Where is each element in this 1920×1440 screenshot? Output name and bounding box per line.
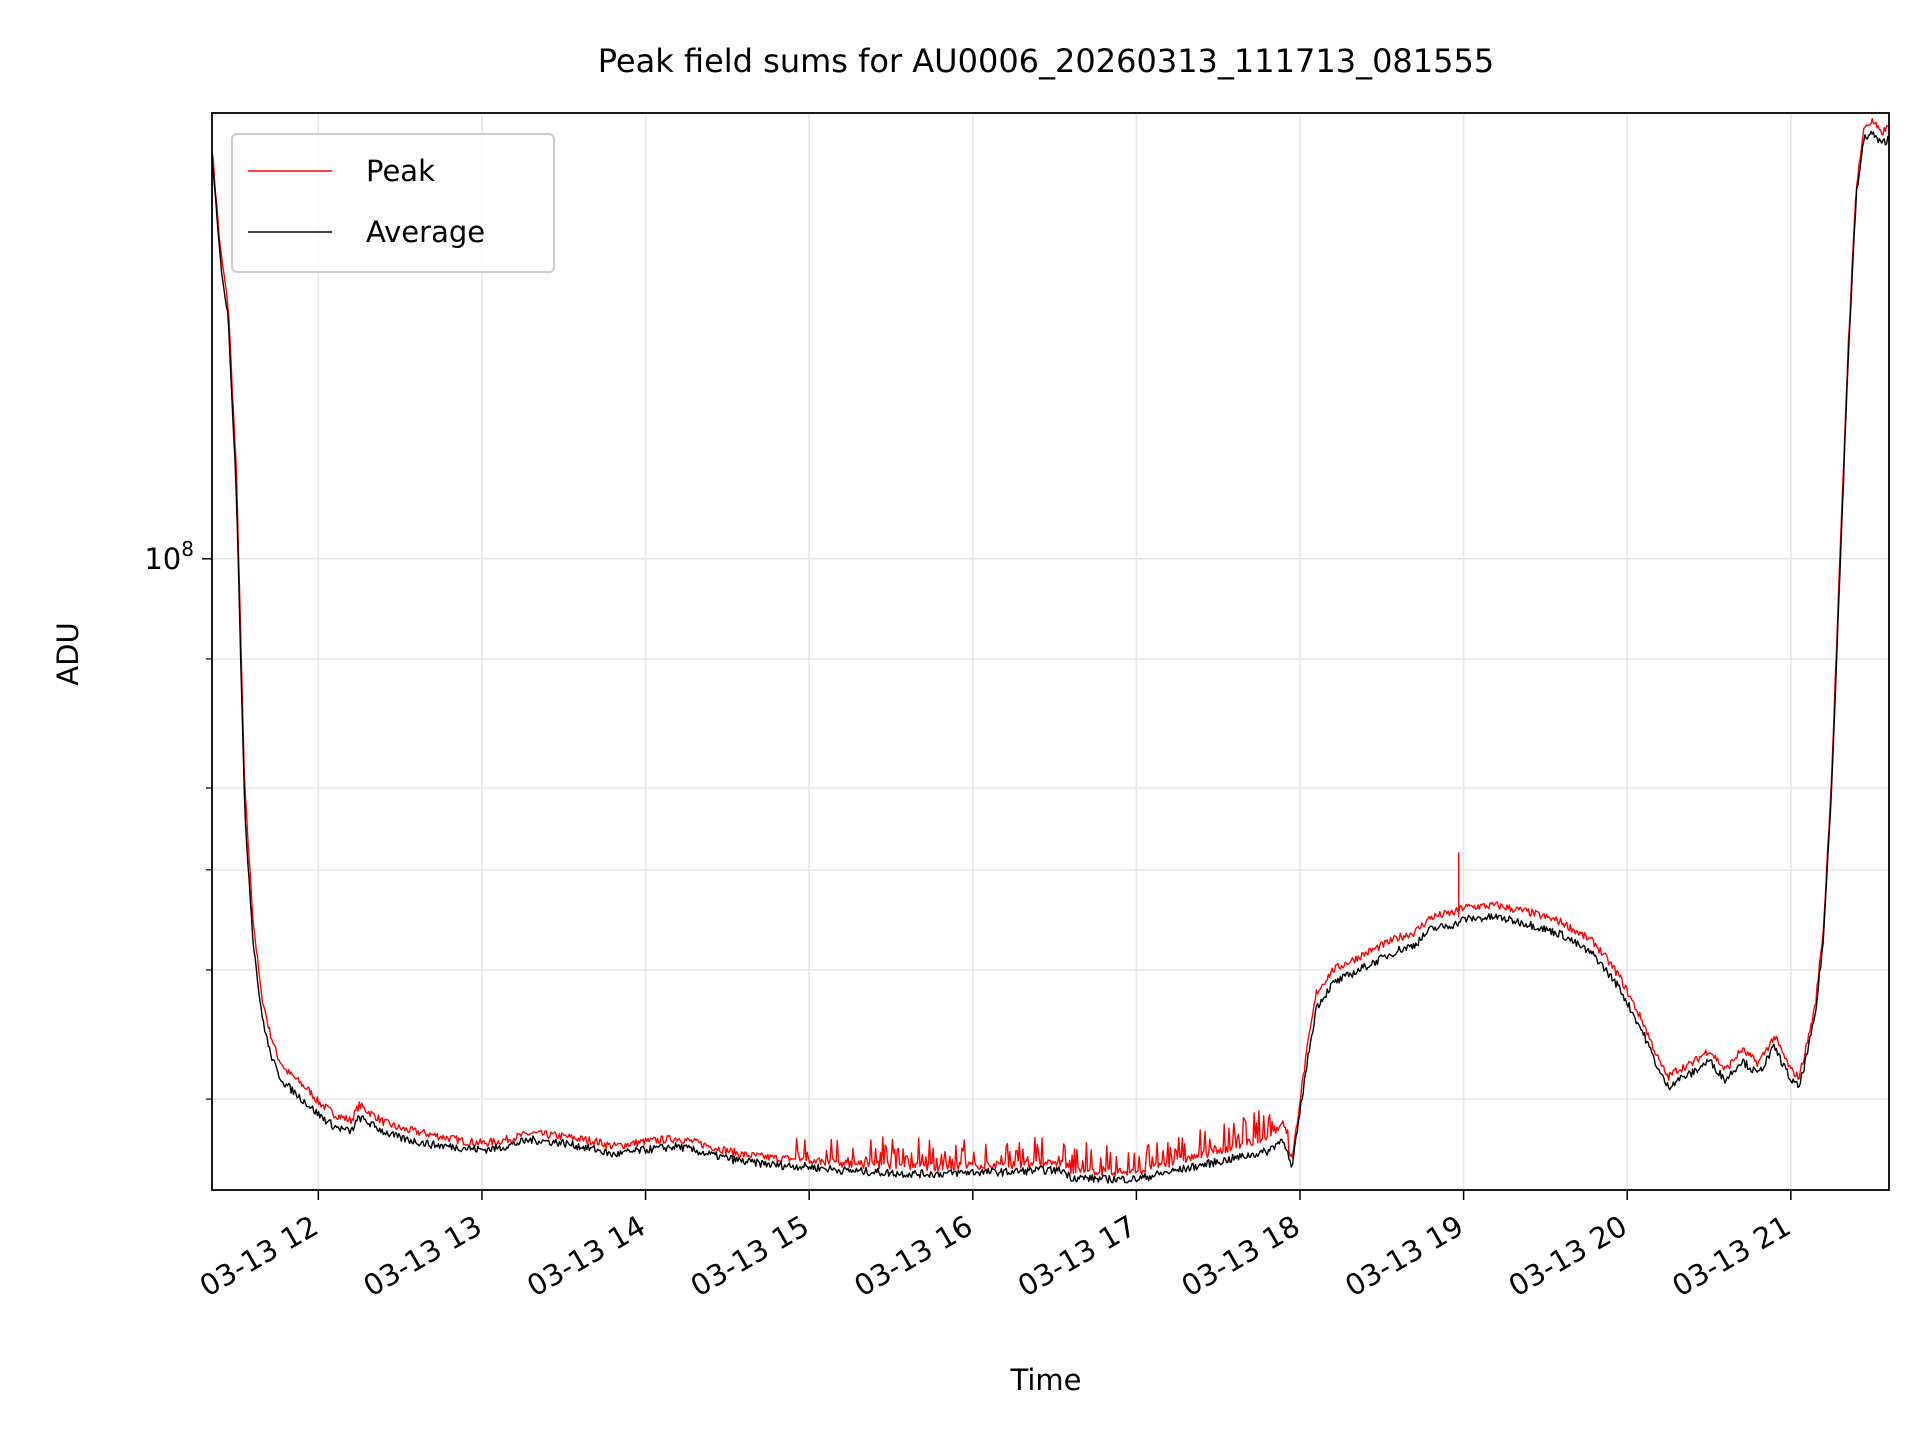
series-line-average xyxy=(212,130,1889,1184)
y-axis-label: ADU xyxy=(51,622,85,685)
legend-label-average: Average xyxy=(366,215,485,249)
y-tick-label: 108 xyxy=(144,537,194,576)
legend-label-peak: Peak xyxy=(366,154,435,188)
series-line-peak xyxy=(212,118,1889,1177)
grid xyxy=(212,113,1889,1190)
legend-box xyxy=(231,133,555,273)
legend: Peak Average xyxy=(231,133,555,273)
plot-area xyxy=(212,118,1889,1184)
x-axis-label: Time xyxy=(1010,1363,1082,1397)
chart-title: Peak field sums for AU0006_20260313_1117… xyxy=(598,42,1494,80)
axes-frame xyxy=(211,112,1890,1191)
